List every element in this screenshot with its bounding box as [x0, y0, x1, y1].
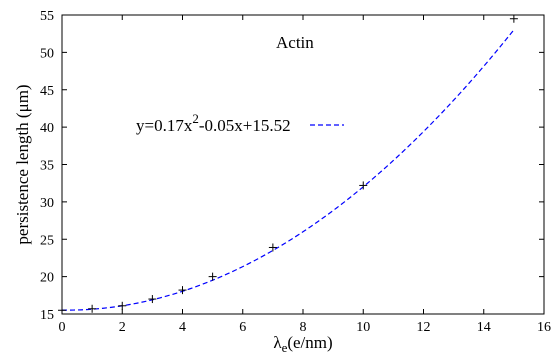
y-axis-label: persistence length (μm)	[13, 84, 32, 244]
y-tick-label: 45	[40, 84, 54, 99]
data-point	[268, 243, 277, 252]
legend-label-rest: -0.05x+15.52	[199, 116, 291, 135]
legend-label-base: y=0.17x	[136, 116, 193, 135]
x-axis-label-rest: (e/nm)	[287, 333, 332, 352]
y-tick-label: 40	[40, 121, 54, 136]
x-tick-label: 16	[537, 320, 551, 335]
data-point	[509, 14, 518, 23]
data-point	[148, 295, 157, 304]
data-points-group	[58, 14, 518, 315]
x-tick-label: 2	[119, 320, 126, 335]
y-tick-label: 50	[40, 46, 54, 61]
x-tick-label: 6	[239, 320, 246, 335]
data-point	[208, 272, 217, 281]
y-tick-label: 55	[40, 9, 54, 24]
x-tick-label: 14	[477, 320, 491, 335]
x-tick-label: 12	[417, 320, 431, 335]
x-tick-label: 8	[300, 320, 307, 335]
data-point	[118, 301, 127, 310]
legend-label-exponent: 2	[192, 111, 199, 126]
legend: y=0.17x2-0.05x+15.52	[136, 111, 344, 135]
data-point	[359, 181, 368, 190]
data-point	[178, 286, 187, 295]
legend-label: y=0.17x2-0.05x+15.52	[136, 111, 291, 135]
x-axis-label-subscript: e	[282, 340, 288, 355]
x-axis-label-symbol: λ	[273, 333, 282, 352]
y-axis-ticks: 15 20 25 30 35 40 45 50 55	[40, 9, 544, 323]
y-tick-label: 35	[40, 159, 54, 174]
x-tick-label: 4	[179, 320, 186, 335]
y-tick-label: 20	[40, 271, 54, 286]
x-axis-ticks: 0 2 4 6 8 10 12 14 16	[59, 15, 551, 335]
fit-curve-group	[61, 29, 515, 311]
x-axis-label: λe(e/nm)	[273, 333, 332, 355]
y-tick-label: 30	[40, 196, 54, 211]
fit-curve	[61, 29, 515, 311]
x-tick-label: 10	[356, 320, 370, 335]
data-point	[88, 304, 97, 313]
x-tick-label: 0	[59, 320, 66, 335]
chart-annotation: Actin	[276, 33, 314, 52]
plot-frame	[61, 14, 545, 315]
y-tick-label: 25	[40, 233, 54, 248]
data-point	[58, 306, 66, 315]
y-tick-label: 15	[40, 308, 54, 323]
